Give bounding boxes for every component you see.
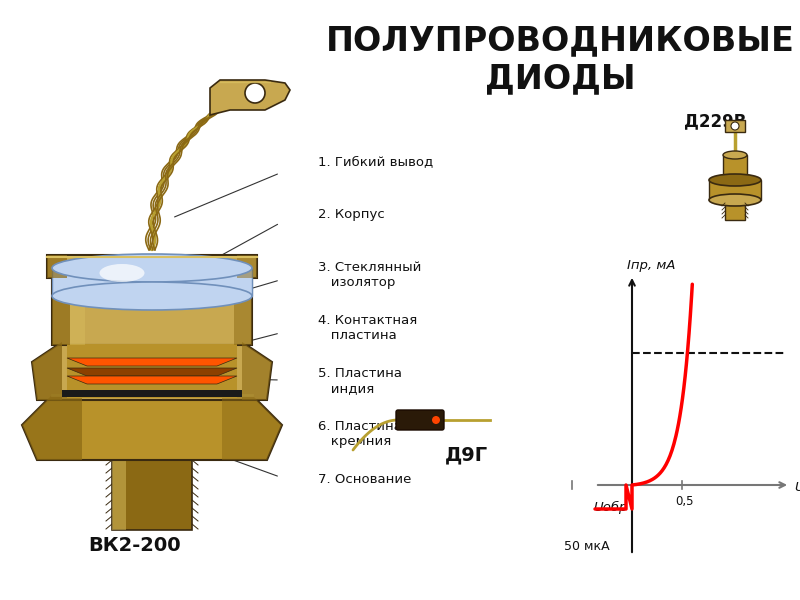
FancyBboxPatch shape	[396, 410, 444, 430]
Text: Uпр, В: Uпр, В	[795, 481, 800, 494]
Text: 5. Пластина
   индия: 5. Пластина индия	[318, 367, 402, 395]
Circle shape	[731, 122, 739, 130]
Text: Д9Г: Д9Г	[445, 445, 488, 464]
Bar	[725, 120, 745, 132]
Ellipse shape	[709, 194, 761, 206]
Circle shape	[432, 416, 440, 424]
Polygon shape	[67, 376, 237, 384]
Bar	[709, 180, 761, 200]
Bar	[62, 390, 242, 397]
Polygon shape	[32, 342, 272, 400]
Bar	[52, 272, 252, 345]
Text: 6. Пластина
   кремния: 6. Пластина кремния	[318, 420, 402, 448]
Bar	[52, 272, 70, 345]
Text: 1. Гибкий вывод: 1. Гибкий вывод	[318, 155, 434, 168]
Ellipse shape	[723, 151, 747, 159]
Bar	[52, 268, 252, 296]
Text: 50 мкА: 50 мкА	[564, 540, 610, 553]
Bar	[47, 255, 257, 278]
Text: 3. Стеклянный
   изолятор: 3. Стеклянный изолятор	[318, 261, 422, 289]
Bar	[112, 455, 126, 530]
Polygon shape	[242, 342, 272, 400]
Polygon shape	[222, 395, 282, 460]
Bar	[725, 200, 745, 220]
Polygon shape	[22, 395, 282, 460]
Text: Д229В: Д229В	[684, 112, 746, 130]
Ellipse shape	[99, 264, 145, 282]
Ellipse shape	[52, 282, 252, 310]
Bar	[723, 155, 747, 180]
Ellipse shape	[52, 254, 252, 282]
Text: 7. Основание: 7. Основание	[318, 473, 411, 486]
Polygon shape	[22, 395, 82, 460]
Bar	[112, 455, 192, 530]
Text: Uобр: Uобр	[593, 501, 627, 514]
Ellipse shape	[709, 174, 761, 186]
Polygon shape	[67, 358, 237, 366]
Bar	[70, 272, 85, 345]
Polygon shape	[67, 368, 237, 376]
Circle shape	[245, 83, 265, 103]
Bar	[67, 344, 237, 398]
Text: Iпр, мА: Iпр, мА	[627, 259, 675, 272]
Bar	[234, 272, 252, 345]
Text: 2. Корпус: 2. Корпус	[318, 208, 385, 221]
Polygon shape	[32, 342, 62, 400]
Text: 4. Контактная
   пластина: 4. Контактная пластина	[318, 314, 418, 342]
Bar	[47, 255, 67, 278]
Text: ПОЛУПРОВОДНИКОВЫЕ
ДИОДЫ: ПОЛУПРОВОДНИКОВЫЕ ДИОДЫ	[326, 25, 794, 95]
Text: 0,5: 0,5	[674, 495, 694, 508]
Text: ВК2-200: ВК2-200	[89, 536, 182, 555]
Bar	[237, 255, 257, 278]
Polygon shape	[210, 80, 290, 115]
